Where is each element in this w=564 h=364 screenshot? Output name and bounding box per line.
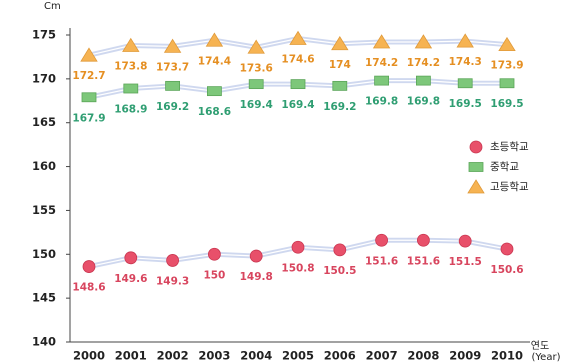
x-tick-label: 2008 [407, 349, 439, 363]
point [82, 260, 96, 273]
point [375, 233, 389, 247]
legend-label: 중학교 [490, 161, 519, 173]
data-label: 149.3 [156, 275, 189, 287]
legend-marker [468, 162, 484, 172]
y-tick-label: 140 [32, 335, 56, 349]
point [122, 37, 140, 52]
data-label: 173.9 [490, 60, 523, 72]
point [414, 34, 433, 49]
x-tick-label: 2007 [366, 349, 398, 363]
y-tick-label: 160 [32, 159, 56, 173]
y-tick-label: 145 [32, 291, 56, 305]
data-label: 151.5 [449, 256, 482, 268]
data-label: 167.9 [72, 112, 105, 124]
point [248, 79, 264, 90]
point [372, 34, 391, 49]
point [247, 39, 265, 54]
point [374, 75, 390, 86]
point [207, 247, 221, 261]
x-tick-label: 2005 [282, 349, 314, 363]
data-label: 174 [329, 59, 351, 71]
point [457, 78, 473, 89]
x-tick-label: 2004 [240, 349, 272, 363]
data-label: 174.4 [198, 55, 231, 67]
data-label: 149.8 [240, 271, 273, 283]
data-label: 169.4 [281, 99, 314, 111]
point [205, 32, 224, 47]
point [499, 78, 515, 89]
point [81, 92, 97, 103]
x-tick-label: 2006 [324, 349, 356, 363]
x-tick-label: 2009 [449, 349, 481, 363]
data-label: 169.2 [323, 101, 356, 113]
y-tick-label: 175 [32, 28, 56, 42]
data-label: 173.6 [240, 62, 273, 74]
data-label: 172.7 [72, 70, 105, 82]
point [333, 243, 347, 257]
data-label: 168.6 [198, 106, 231, 118]
data-label: 149.6 [114, 273, 147, 285]
point [415, 75, 431, 86]
point [331, 36, 349, 51]
point [458, 234, 472, 248]
data-label: 169.5 [490, 98, 523, 110]
x-tick-label: 2002 [157, 349, 189, 363]
data-label: 173.8 [114, 61, 147, 73]
data-label: 148.6 [72, 282, 105, 294]
point [290, 79, 306, 90]
data-label: 168.9 [114, 104, 147, 116]
point [249, 249, 263, 263]
data-label: 150.5 [323, 265, 356, 277]
point [498, 36, 516, 52]
x-tick-label: 2003 [198, 349, 230, 363]
point [123, 83, 139, 94]
x-tick-label: 2001 [115, 349, 147, 363]
data-label: 173.7 [156, 61, 189, 73]
data-label: 169.8 [407, 96, 440, 108]
legend-label: 고등학교 [490, 181, 529, 193]
unit-label: Cm [44, 1, 61, 12]
data-label: 169.8 [365, 96, 398, 108]
point [163, 38, 182, 53]
legend-label: 초등학교 [490, 141, 529, 153]
point [124, 251, 138, 265]
legend-marker [467, 179, 485, 194]
point [80, 47, 98, 62]
point [500, 242, 514, 256]
data-label: 174.3 [449, 56, 482, 68]
point [456, 33, 474, 48]
point [206, 86, 222, 97]
data-label: 169.5 [449, 98, 482, 110]
data-label: 174.2 [365, 57, 398, 69]
data-label: 174.2 [407, 57, 440, 69]
data-label: 150 [203, 269, 225, 281]
x-tick-label: 2000 [73, 349, 105, 363]
data-label: 151.6 [407, 255, 440, 267]
data-label: 174.6 [281, 54, 314, 66]
y-tick-label: 150 [32, 247, 56, 261]
data-label: 169.2 [156, 101, 189, 113]
x-axis-label-sub: (Year) [532, 352, 561, 363]
y-tick-label: 155 [32, 203, 56, 217]
point [165, 80, 181, 91]
legend-marker [469, 140, 483, 154]
data-label: 151.6 [365, 255, 398, 267]
point [291, 240, 305, 254]
y-tick-label: 170 [32, 71, 56, 85]
x-tick-label: 2010 [491, 349, 523, 363]
data-label: 169.4 [240, 99, 273, 111]
point [289, 30, 307, 45]
x-axis-label: 연도 [531, 340, 549, 352]
data-label: 150.6 [490, 264, 523, 276]
y-tick-label: 165 [32, 115, 56, 129]
data-label: 150.8 [281, 262, 314, 274]
point [416, 233, 430, 247]
point [166, 254, 180, 267]
point [332, 80, 348, 91]
